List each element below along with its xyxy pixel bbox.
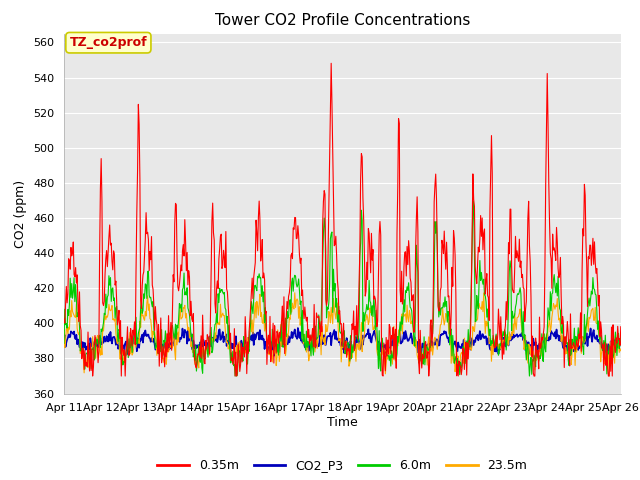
X-axis label: Time: Time bbox=[327, 416, 358, 429]
Text: TZ_co2prof: TZ_co2prof bbox=[70, 36, 147, 49]
Y-axis label: CO2 (ppm): CO2 (ppm) bbox=[15, 180, 28, 248]
Legend: 0.35m, CO2_P3, 6.0m, 23.5m: 0.35m, CO2_P3, 6.0m, 23.5m bbox=[152, 455, 532, 477]
Title: Tower CO2 Profile Concentrations: Tower CO2 Profile Concentrations bbox=[214, 13, 470, 28]
